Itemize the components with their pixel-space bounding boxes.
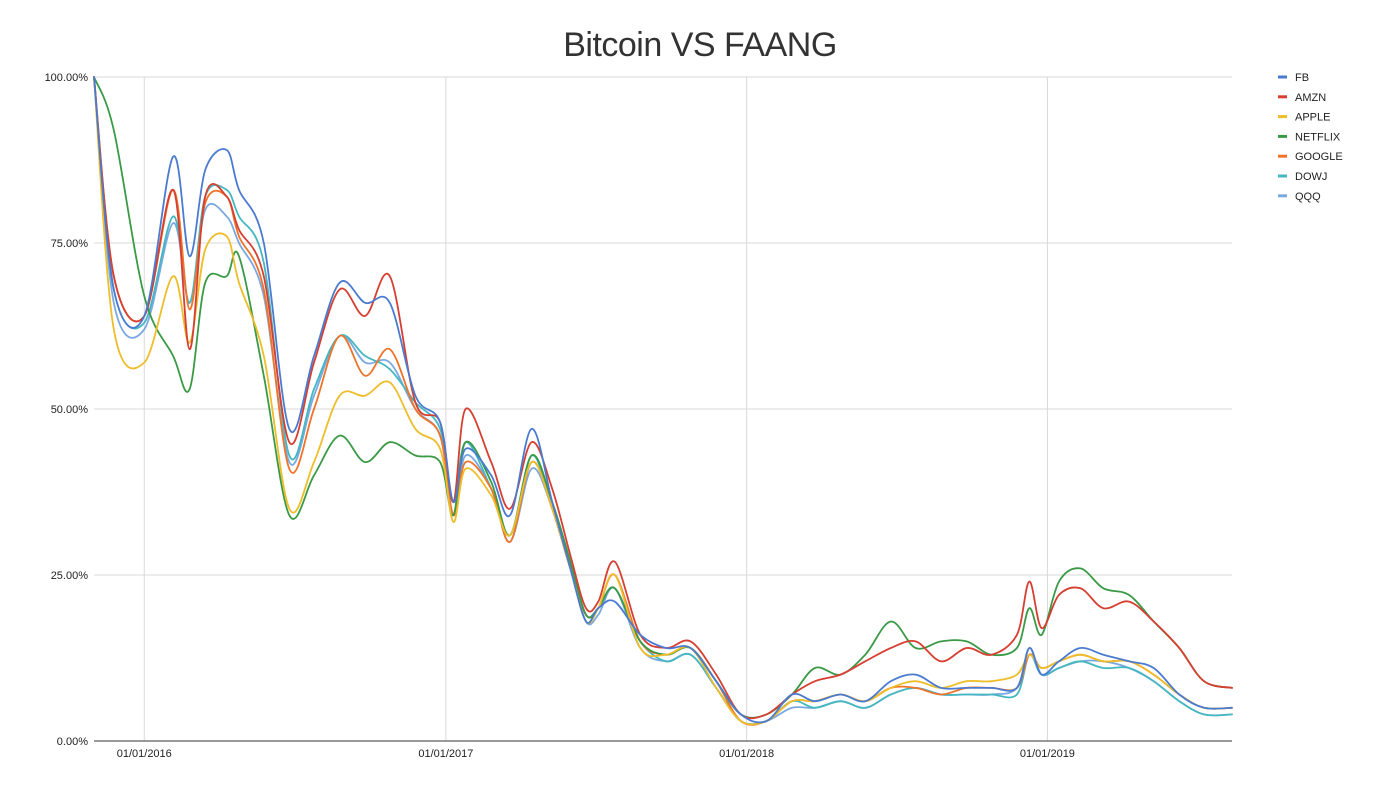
legend-item-qqq: QQQ bbox=[1278, 191, 1321, 203]
x-tick-label: 01/01/2016 bbox=[117, 748, 172, 760]
legend-swatch bbox=[1278, 134, 1287, 138]
legend-label: QQQ bbox=[1295, 191, 1321, 203]
series-lines bbox=[93, 76, 1233, 726]
series-line-dowj bbox=[93, 76, 1233, 726]
legend-label: APPLE bbox=[1295, 112, 1330, 124]
x-tick-label: 01/01/2018 bbox=[719, 748, 774, 760]
chart-title: Bitcoin VS FAANG bbox=[563, 26, 837, 64]
legend-item-amzn: AMZN bbox=[1278, 92, 1326, 104]
legend-item-netflix: NETFLIX bbox=[1278, 131, 1341, 143]
legend-item-google: GOOGLE bbox=[1278, 151, 1343, 163]
y-tick-label: 0.00% bbox=[57, 736, 88, 748]
legend-swatch bbox=[1278, 174, 1287, 178]
legend-label: AMZN bbox=[1295, 92, 1326, 104]
legend-item-apple: APPLE bbox=[1278, 112, 1330, 124]
legend-swatch bbox=[1278, 95, 1287, 99]
series-line-qqq bbox=[93, 76, 1233, 725]
series-line-google bbox=[93, 76, 1233, 726]
legend-swatch bbox=[1278, 194, 1287, 198]
grid bbox=[94, 76, 1232, 741]
legend: FB AMZN APPLE NETFLIX GOOGLE DOWJ QQQ bbox=[1278, 72, 1343, 203]
legend-label: GOOGLE bbox=[1295, 151, 1343, 163]
legend-item-fb: FB bbox=[1278, 72, 1309, 84]
legend-swatch bbox=[1278, 115, 1287, 119]
legend-item-dowj: DOWJ bbox=[1278, 171, 1327, 183]
legend-swatch bbox=[1278, 154, 1287, 158]
axes: 0.00% 25.00% 50.00% 75.00% 100.00% 01/01/2016… bbox=[45, 72, 1232, 760]
y-tick-label: 100.00% bbox=[45, 72, 89, 84]
series-line-amzn bbox=[93, 76, 1233, 720]
x-tick-label: 01/01/2019 bbox=[1020, 748, 1075, 760]
legend-label: NETFLIX bbox=[1295, 131, 1341, 143]
legend-swatch bbox=[1278, 75, 1287, 79]
y-tick-label: 75.00% bbox=[51, 238, 89, 250]
series-line-netflix bbox=[93, 76, 1233, 719]
series-line-apple bbox=[93, 76, 1233, 726]
y-tick-label: 25.00% bbox=[51, 570, 89, 582]
y-tick-label: 50.00% bbox=[51, 404, 89, 416]
x-tick-label: 01/01/2017 bbox=[418, 748, 473, 760]
legend-label: DOWJ bbox=[1295, 171, 1327, 183]
legend-label: FB bbox=[1295, 72, 1309, 84]
series-line-fb bbox=[93, 76, 1233, 724]
